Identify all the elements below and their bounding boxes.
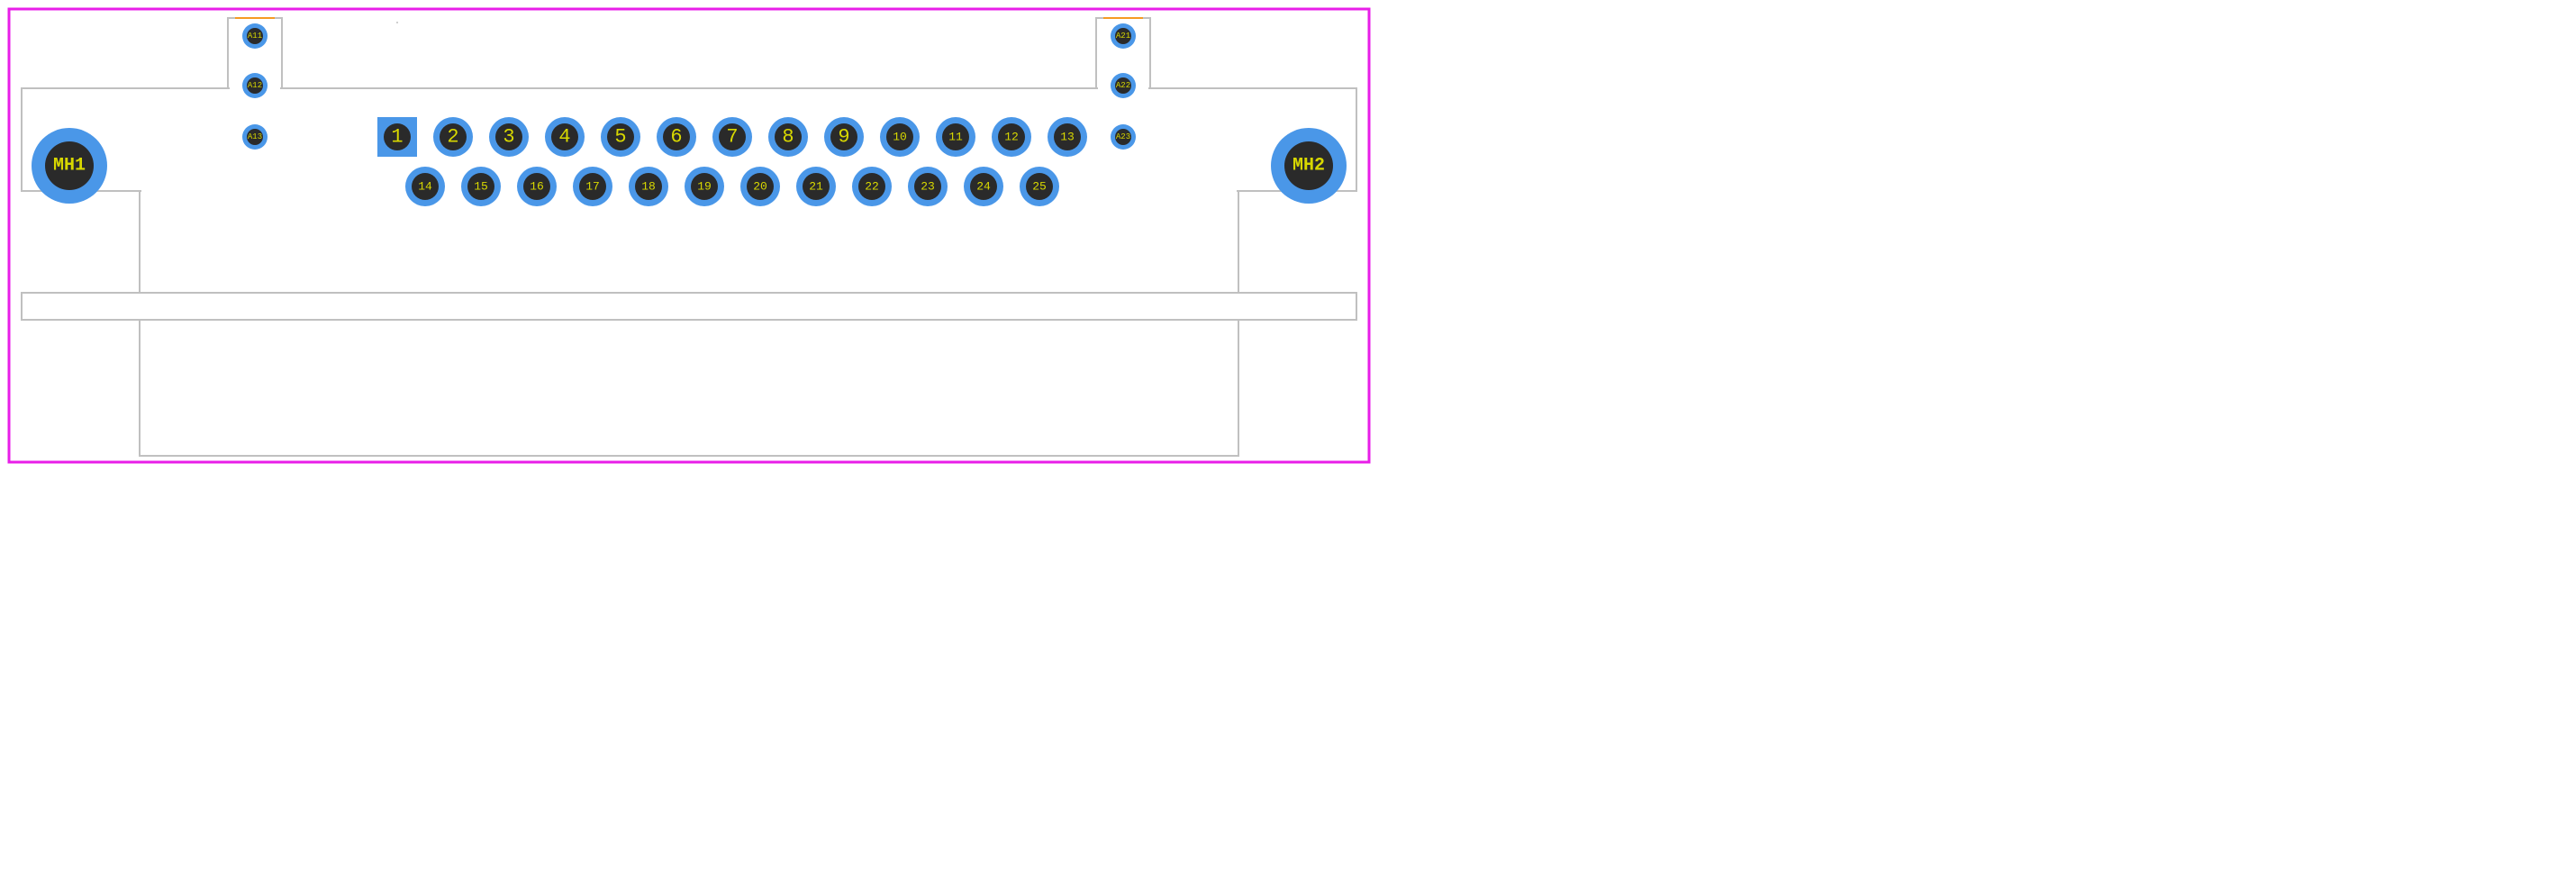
signal-pin-21-label: 21: [809, 180, 823, 194]
signal-pin-12-label: 12: [1004, 131, 1019, 144]
signal-pin-1-label: 1: [391, 126, 403, 149]
signal-pin-18-label: 18: [641, 180, 656, 194]
mounting-hole-mh1-label: MH1: [53, 156, 86, 177]
signal-pin-5-label: 5: [614, 126, 626, 149]
signal-pin-17-label: 17: [585, 180, 600, 194]
signal-pin-16-label: 16: [530, 180, 544, 194]
signal-pin-15-label: 15: [474, 180, 488, 194]
shroud-upper: [140, 191, 1238, 293]
signal-pin-9-label: 9: [838, 126, 849, 149]
signal-pin-11-label: 11: [948, 131, 963, 144]
signal-pin-20-label: 20: [753, 180, 767, 194]
signal-pin-24-label: 24: [976, 180, 991, 194]
signal-pin-7-label: 7: [726, 126, 738, 149]
shroud-lower: [140, 320, 1238, 456]
aux-pin-a22-label: A22: [1116, 81, 1130, 90]
signal-pin-2-label: 2: [447, 126, 458, 149]
aux-pin-a11-label: A11: [248, 32, 262, 41]
aux-pin-a13-label: A13: [248, 132, 262, 141]
signal-pin-10-label: 10: [893, 131, 907, 144]
signal-pin-19-label: 19: [697, 180, 712, 194]
signal-pin-14-label: 14: [418, 180, 432, 194]
aux-pin-a23-label: A23: [1116, 132, 1130, 141]
signal-pin-23-label: 23: [921, 180, 935, 194]
signal-pin-4-label: 4: [558, 126, 570, 149]
signal-pin-13-label: 13: [1060, 131, 1075, 144]
signal-pin-6-label: 6: [670, 126, 682, 149]
aux-pin-a21-label: A21: [1116, 32, 1130, 41]
signal-pin-3-label: 3: [503, 126, 514, 149]
aux-pin-a12-label: A12: [248, 81, 262, 90]
pin1-ref-dot: [396, 22, 398, 23]
shroud-bar: [22, 293, 1356, 320]
signal-pin-8-label: 8: [782, 126, 794, 149]
signal-pin-22-label: 22: [865, 180, 879, 194]
mounting-hole-mh2-label: MH2: [1293, 156, 1325, 177]
signal-pin-25-label: 25: [1032, 180, 1047, 194]
